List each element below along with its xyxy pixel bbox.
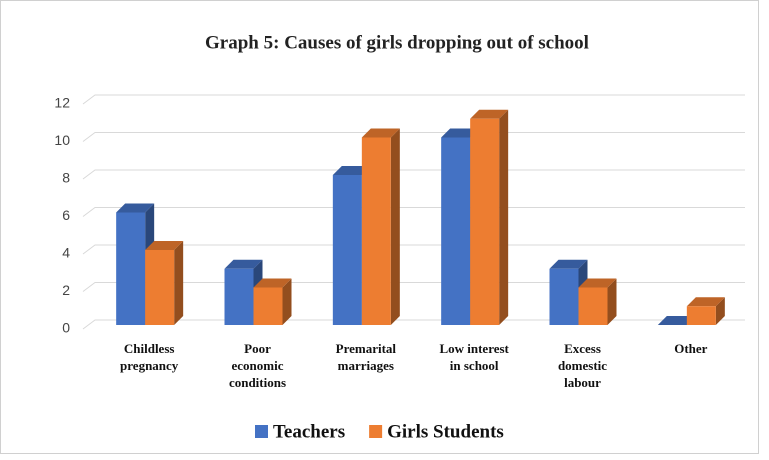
- bar: [549, 268, 579, 325]
- y-tick-label: 8: [62, 170, 70, 186]
- bar: [441, 137, 471, 325]
- legend-label: Girls Students: [387, 421, 504, 442]
- x-tick-label: Childless pregnancy: [120, 341, 179, 373]
- bar-top: [253, 278, 292, 288]
- grid-line: [82, 207, 745, 217]
- bar-top: [686, 297, 725, 307]
- bar: [224, 268, 254, 325]
- bar-side: [282, 278, 292, 325]
- bar: [332, 175, 362, 325]
- y-tick-label: 12: [54, 95, 70, 111]
- grid-line: [82, 282, 745, 292]
- bar-top: [470, 109, 509, 119]
- bar-top: [549, 259, 588, 269]
- bar-side: [715, 297, 725, 325]
- bar: [116, 212, 146, 325]
- y-tick-label: 6: [62, 207, 70, 223]
- bar-top: [361, 128, 400, 138]
- y-tick-label: 2: [62, 282, 70, 298]
- grid-line: [82, 244, 745, 255]
- legend-label: Teachers: [273, 421, 345, 442]
- x-tick-label: Premarital marriages: [336, 341, 397, 373]
- x-tick-label: Poor economic conditions: [229, 341, 286, 390]
- bar-side: [174, 241, 184, 325]
- bar-top: [224, 259, 263, 269]
- chart-title: Graph 5: Causes of girls dropping out of…: [205, 32, 589, 53]
- bar-top: [116, 203, 155, 213]
- bar: [361, 137, 391, 325]
- legend-swatch: [369, 425, 383, 438]
- legend-swatch: [255, 425, 268, 438]
- grid-line: [82, 94, 745, 105]
- bar: [145, 250, 175, 325]
- bar-side: [607, 278, 617, 325]
- bar-top: [332, 166, 371, 175]
- y-tick-label: 10: [54, 132, 70, 148]
- x-tick-label: Low interest in school: [439, 341, 509, 373]
- x-tick-label: Other: [674, 341, 707, 356]
- bar: [470, 118, 500, 325]
- bar: [253, 287, 283, 325]
- bar-side: [499, 109, 509, 325]
- bar-side: [390, 128, 400, 325]
- grid-line: [82, 169, 745, 180]
- y-tick-label: 4: [62, 245, 70, 261]
- x-tick-label: Excess domestic labour: [558, 341, 607, 390]
- bar: [578, 287, 608, 325]
- y-tick-label: 0: [62, 320, 70, 336]
- bar-top: [441, 128, 480, 138]
- bar-top: [578, 278, 617, 288]
- grid-line: [82, 319, 745, 330]
- bar: [686, 306, 716, 325]
- bar-top: [657, 316, 696, 325]
- bar-top: [145, 241, 184, 250]
- grid-line: [82, 132, 745, 142]
